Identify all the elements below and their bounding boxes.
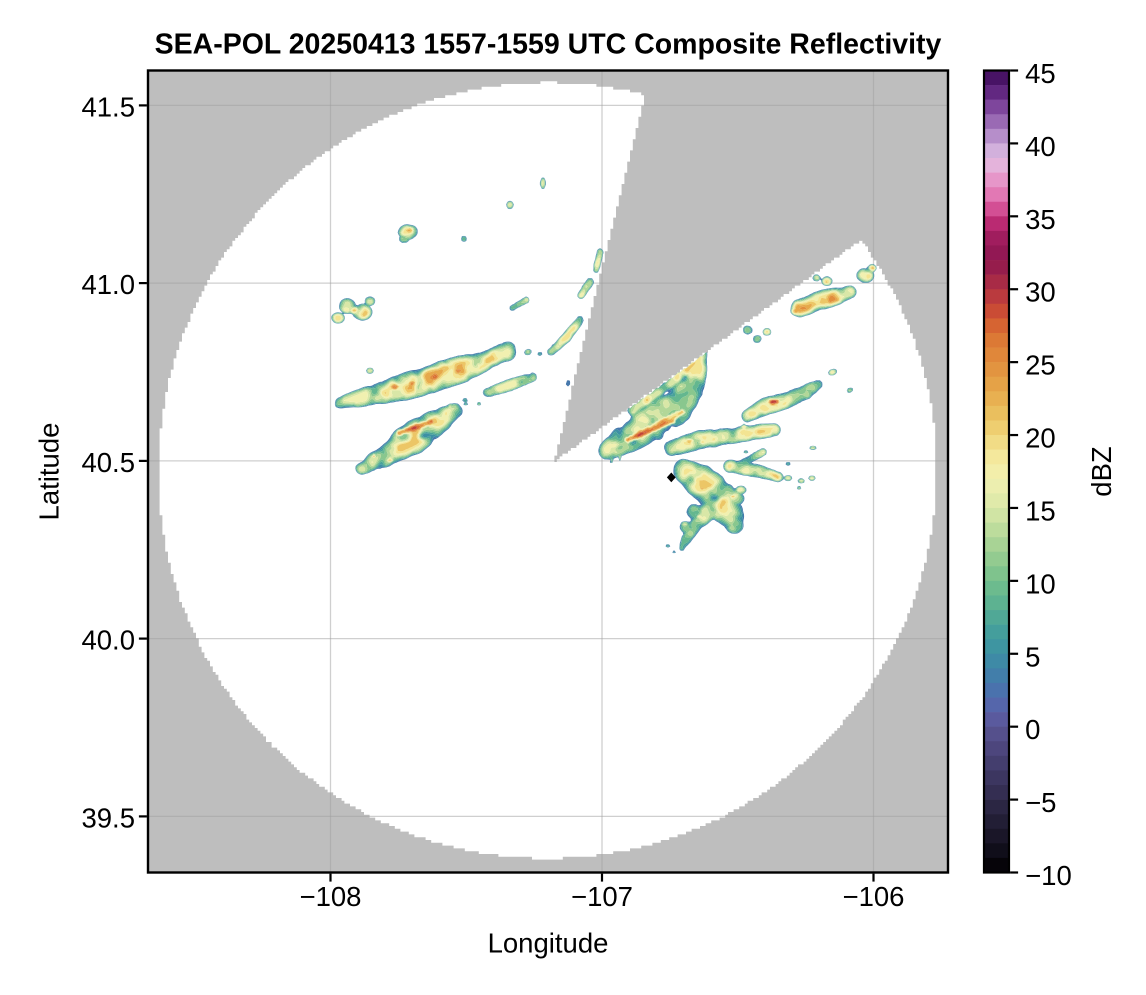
svg-text:30: 30 (1025, 277, 1056, 308)
svg-text:SEA-POL 20250413 1557-1559 UTC: SEA-POL 20250413 1557-1559 UTC Composite… (155, 29, 942, 61)
svg-text:15: 15 (1025, 495, 1056, 526)
svg-text:45: 45 (1025, 58, 1056, 89)
svg-text:40: 40 (1025, 131, 1056, 162)
svg-text:41.5: 41.5 (81, 91, 135, 122)
svg-text:−108: −108 (300, 881, 362, 912)
svg-text:Latitude: Latitude (34, 423, 65, 521)
svg-text:dBZ: dBZ (1086, 446, 1117, 496)
svg-text:−10: −10 (1025, 860, 1072, 891)
svg-text:−5: −5 (1025, 787, 1056, 818)
svg-text:20: 20 (1025, 423, 1056, 454)
svg-text:41.0: 41.0 (81, 269, 135, 300)
svg-text:39.5: 39.5 (81, 802, 135, 833)
svg-text:35: 35 (1025, 204, 1056, 235)
svg-text:25: 25 (1025, 350, 1056, 381)
svg-text:40.5: 40.5 (81, 447, 135, 478)
svg-text:10: 10 (1025, 568, 1056, 599)
svg-text:−107: −107 (571, 881, 633, 912)
svg-text:40.0: 40.0 (81, 625, 135, 656)
svg-text:−106: −106 (843, 881, 905, 912)
svg-text:5: 5 (1025, 641, 1040, 672)
svg-text:0: 0 (1025, 714, 1040, 745)
svg-text:Longitude: Longitude (488, 928, 609, 959)
